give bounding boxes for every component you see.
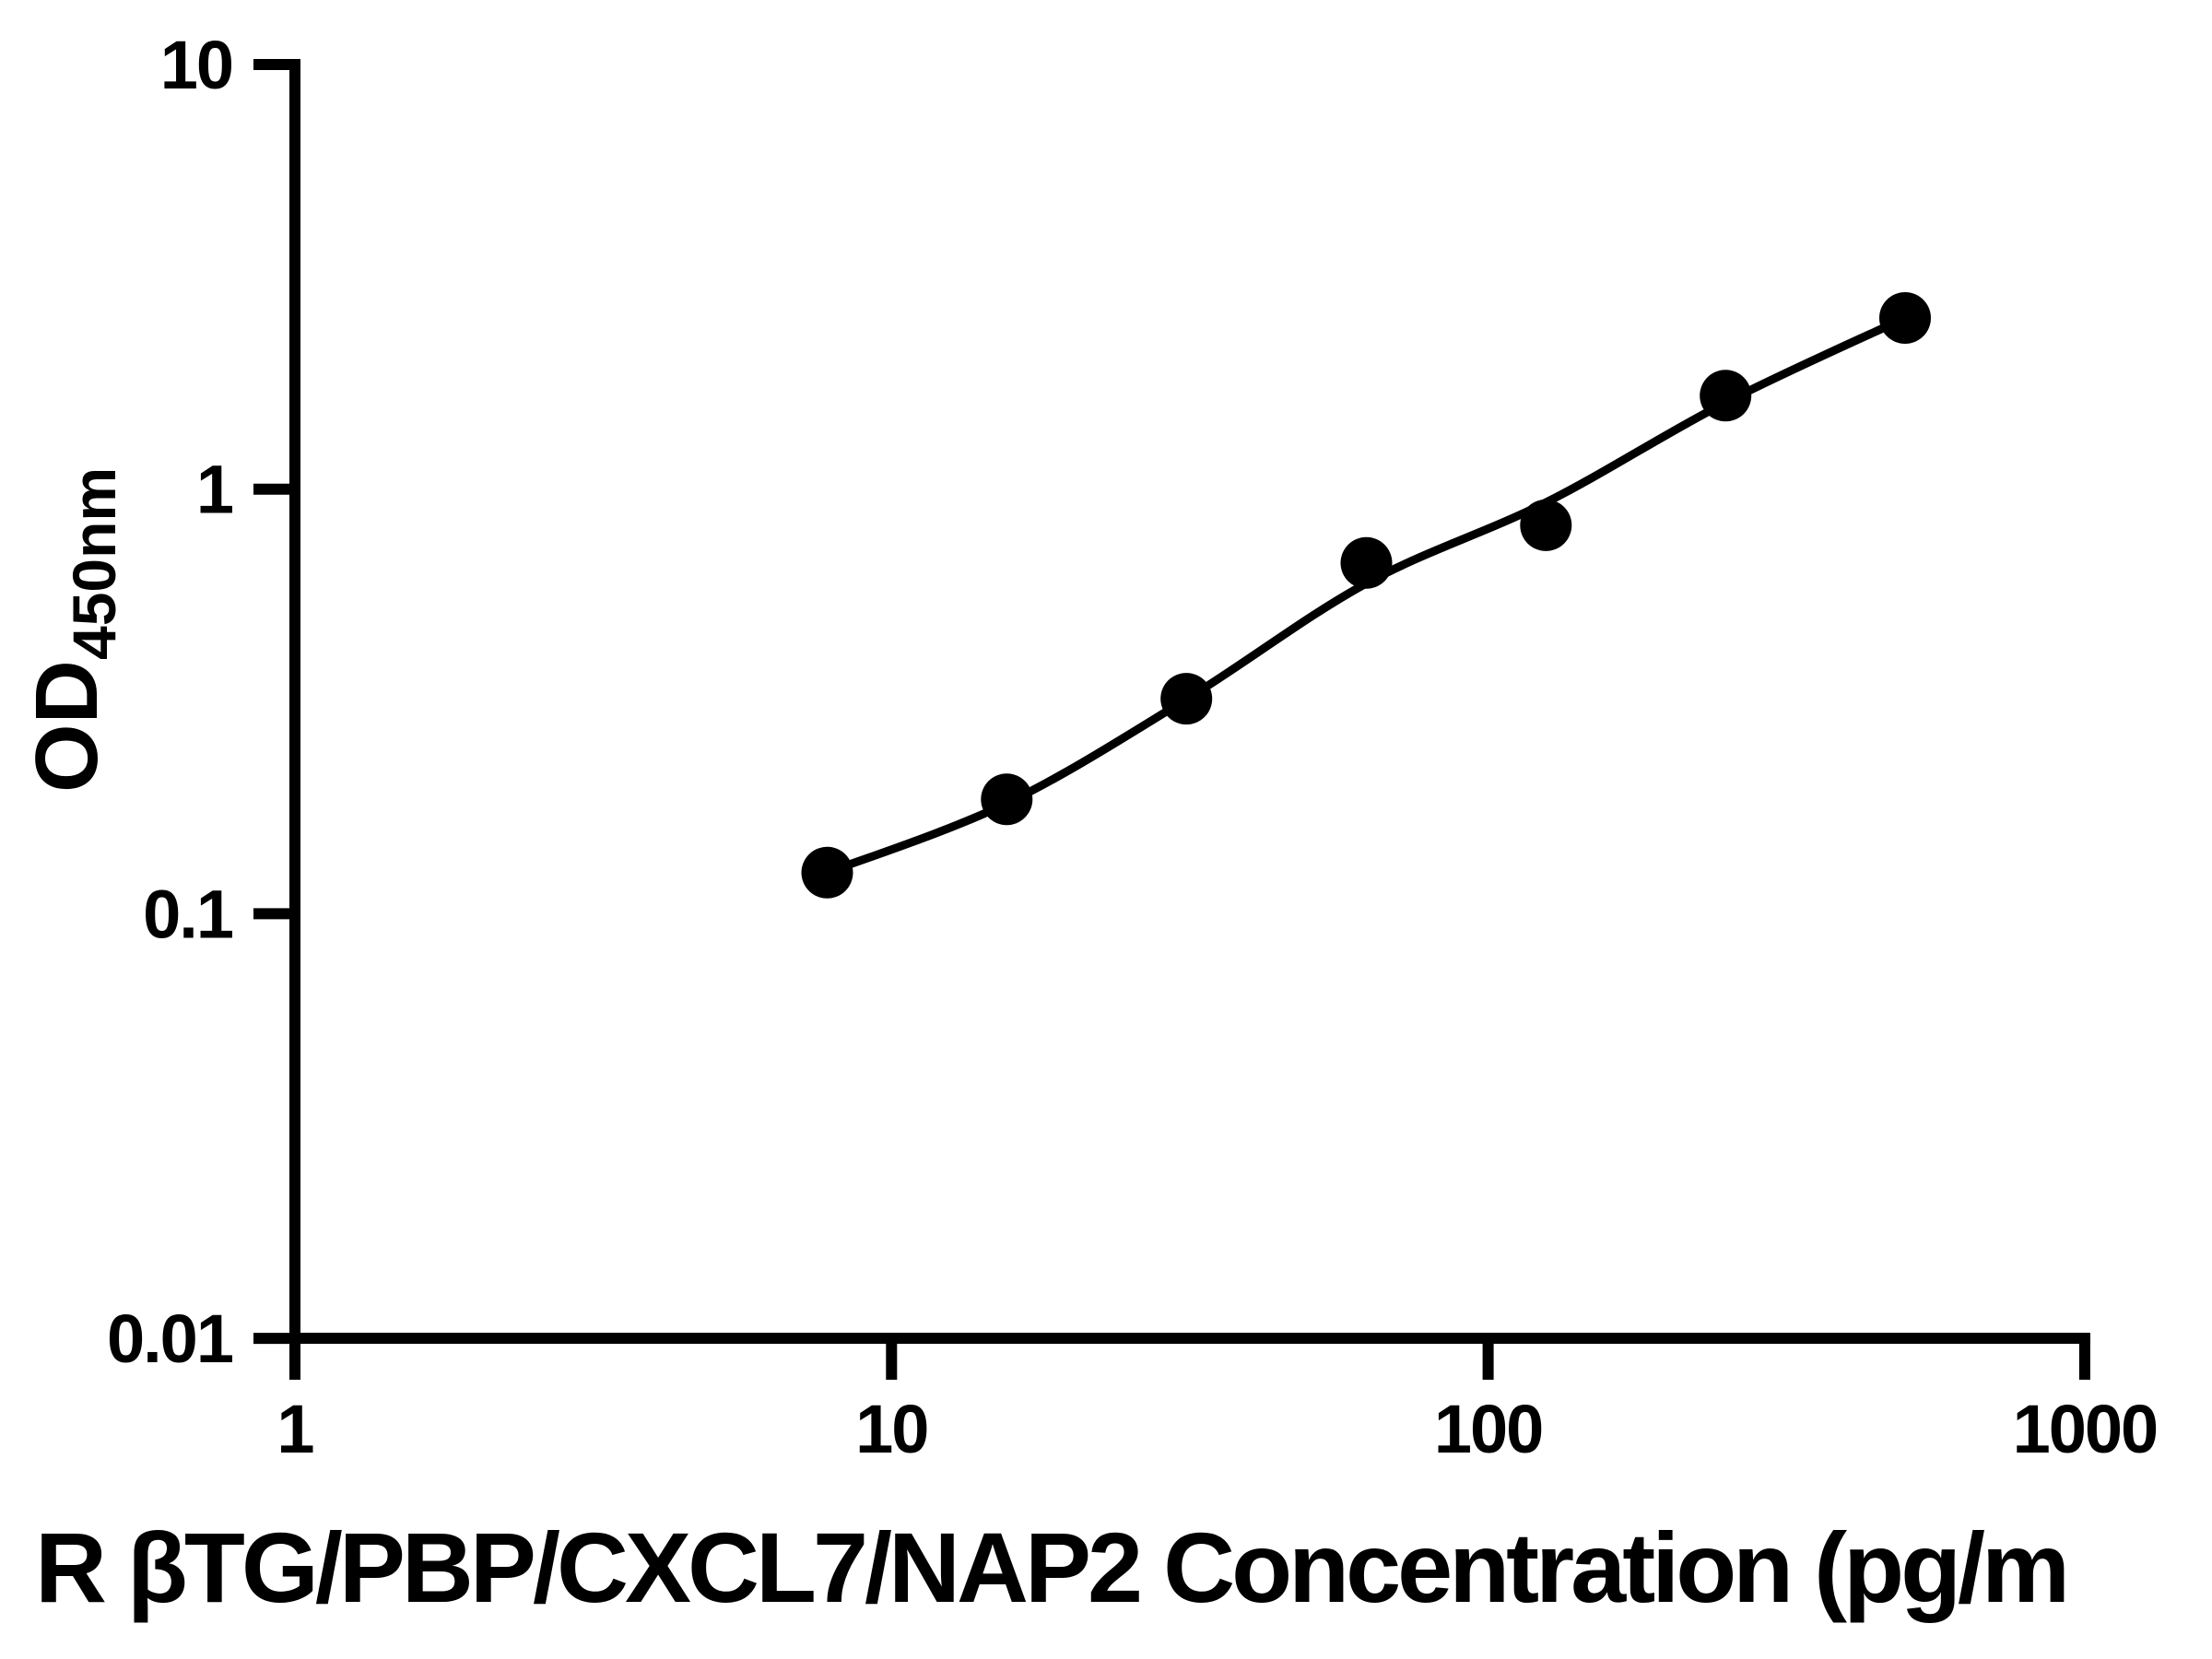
x-tick-label: 1 [276,1391,313,1467]
y-axis-label-subscript: 450nm [60,467,128,660]
data-point [1879,292,1931,344]
y-tick-label: 1 [196,452,233,528]
y-tick-label: 10 [160,27,232,103]
axes-layer: 10 1 0.1 0.01 1 10 100 1000 [107,27,2159,1467]
y-axis-label: OD450nm [18,467,128,793]
x-tick-label: 10 [855,1391,927,1467]
data-point [1340,536,1393,589]
data-point [801,846,853,899]
series-layer [801,292,1931,899]
y-axis-label-main: OD [18,660,116,793]
y-tick-label: 0.1 [143,876,233,952]
data-point [1520,499,1572,551]
data-point [1700,370,1752,422]
x-tick-label: 100 [1434,1391,1542,1467]
data-point [1160,673,1213,725]
data-point [981,773,1033,826]
x-axis-title: R βTG/PBP/CXCL7/NAP2 Concentration (pg/m [35,1512,2070,1623]
x-tick-label: 1000 [2013,1391,2158,1467]
y-tick-label: 0.01 [107,1300,233,1377]
